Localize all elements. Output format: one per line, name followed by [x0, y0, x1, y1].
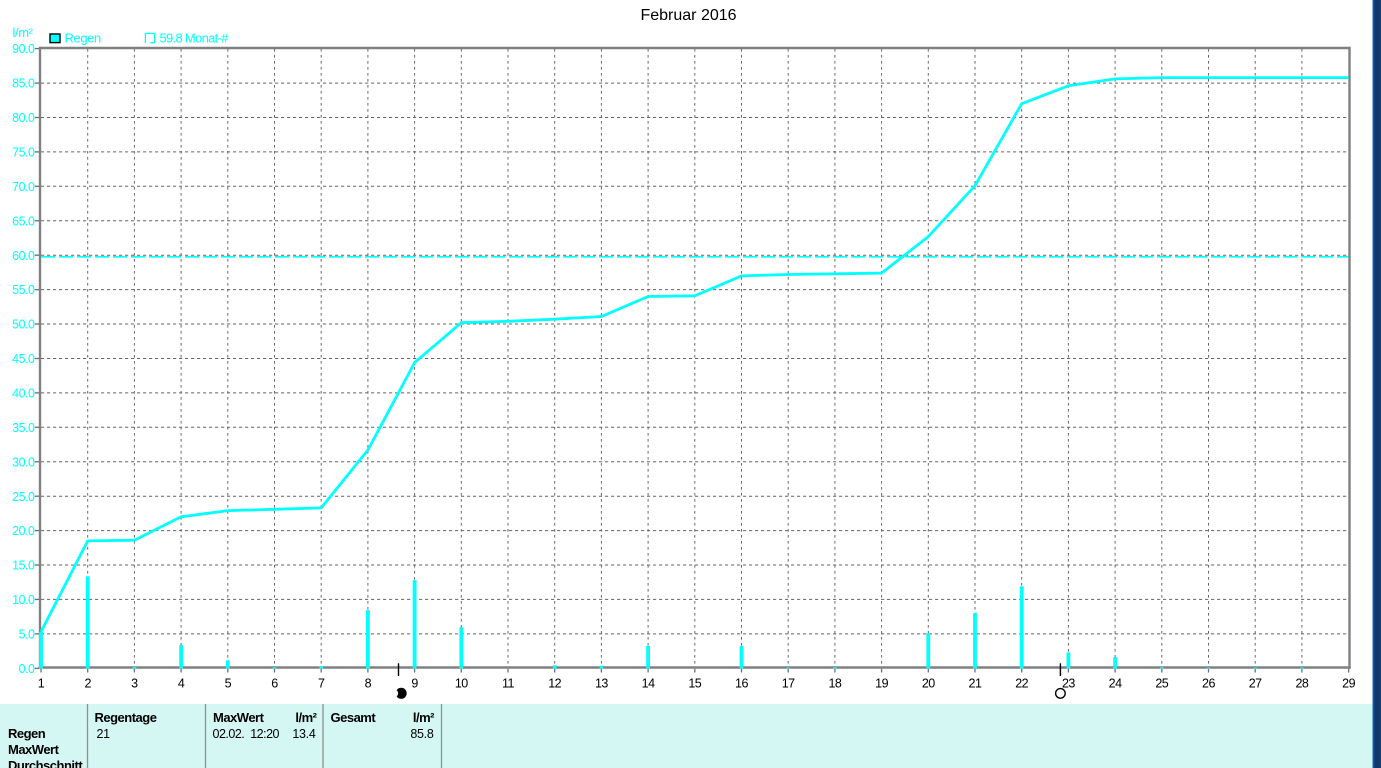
svg-text:30.0: 30.0 — [12, 455, 35, 469]
svg-text:18: 18 — [828, 676, 841, 690]
svg-text:23: 23 — [1062, 676, 1075, 690]
svg-text:75.0: 75.0 — [12, 146, 35, 160]
svg-text:6: 6 — [271, 676, 278, 690]
svg-text:5: 5 — [225, 676, 232, 690]
svg-text:5.0: 5.0 — [19, 628, 35, 642]
svg-text:13: 13 — [595, 676, 608, 690]
svg-text:Regen: Regen — [65, 31, 101, 46]
svg-text:17: 17 — [782, 676, 795, 690]
svg-text:10: 10 — [455, 676, 468, 690]
svg-text:19: 19 — [875, 676, 888, 690]
svg-text:40.0: 40.0 — [12, 387, 35, 401]
svg-text:45.0: 45.0 — [12, 352, 35, 366]
svg-text:15: 15 — [688, 676, 701, 690]
svg-text:Februar 2016: Februar 2016 — [640, 7, 736, 24]
svg-text:Regentage: Regentage — [95, 710, 157, 725]
svg-text:85.8: 85.8 — [410, 727, 433, 741]
svg-text:29: 29 — [1342, 676, 1355, 690]
svg-text:16: 16 — [735, 676, 748, 690]
svg-text:21: 21 — [97, 727, 111, 741]
svg-text:1: 1 — [38, 676, 45, 690]
svg-text:7: 7 — [318, 676, 325, 690]
svg-text:4: 4 — [178, 676, 185, 690]
svg-text:25.0: 25.0 — [12, 490, 35, 504]
svg-text:26: 26 — [1202, 676, 1215, 690]
svg-text:50.0: 50.0 — [12, 318, 35, 332]
svg-text:3: 3 — [131, 676, 138, 690]
svg-text:70.0: 70.0 — [12, 180, 35, 194]
svg-text:22: 22 — [1015, 676, 1028, 690]
svg-text:MaxWert: MaxWert — [213, 710, 265, 725]
svg-text:24: 24 — [1109, 676, 1122, 690]
svg-text:85.0: 85.0 — [12, 77, 35, 91]
svg-text:MaxWert: MaxWert — [8, 742, 60, 757]
svg-text:Gesamt: Gesamt — [331, 710, 377, 725]
svg-text:Regen: Regen — [8, 726, 46, 741]
svg-text:11: 11 — [502, 676, 515, 690]
svg-text:l/m²: l/m² — [295, 710, 317, 725]
svg-text:l/m²: l/m² — [413, 710, 435, 725]
svg-text:9: 9 — [411, 676, 418, 690]
svg-text:65.0: 65.0 — [12, 214, 35, 228]
svg-text:12: 12 — [548, 676, 561, 690]
svg-text:28: 28 — [1295, 676, 1308, 690]
svg-text:Durchschnitt: Durchschnitt — [8, 758, 83, 768]
svg-text:15.0: 15.0 — [12, 559, 35, 573]
svg-text:21: 21 — [969, 676, 982, 690]
svg-text:59.8 Monat-#: 59.8 Monat-# — [160, 31, 230, 46]
svg-text:l/m²: l/m² — [13, 25, 34, 40]
svg-text:0.0: 0.0 — [19, 662, 35, 676]
svg-text:25: 25 — [1155, 676, 1168, 690]
svg-text:13.4: 13.4 — [292, 727, 315, 741]
svg-text:14: 14 — [642, 676, 655, 690]
svg-text:55.0: 55.0 — [12, 283, 35, 297]
svg-text:35.0: 35.0 — [12, 421, 35, 435]
svg-text:90.0: 90.0 — [12, 42, 35, 56]
svg-text:80.0: 80.0 — [12, 111, 35, 125]
svg-text:20.0: 20.0 — [12, 524, 35, 538]
svg-text:2: 2 — [84, 676, 91, 690]
svg-text:10.0: 10.0 — [12, 593, 35, 607]
svg-text:27: 27 — [1249, 676, 1262, 690]
svg-text:20: 20 — [922, 676, 935, 690]
svg-text:8: 8 — [365, 676, 372, 690]
svg-text:02.02. 12:20: 02.02. 12:20 — [213, 727, 280, 741]
svg-text:60.0: 60.0 — [12, 249, 35, 263]
